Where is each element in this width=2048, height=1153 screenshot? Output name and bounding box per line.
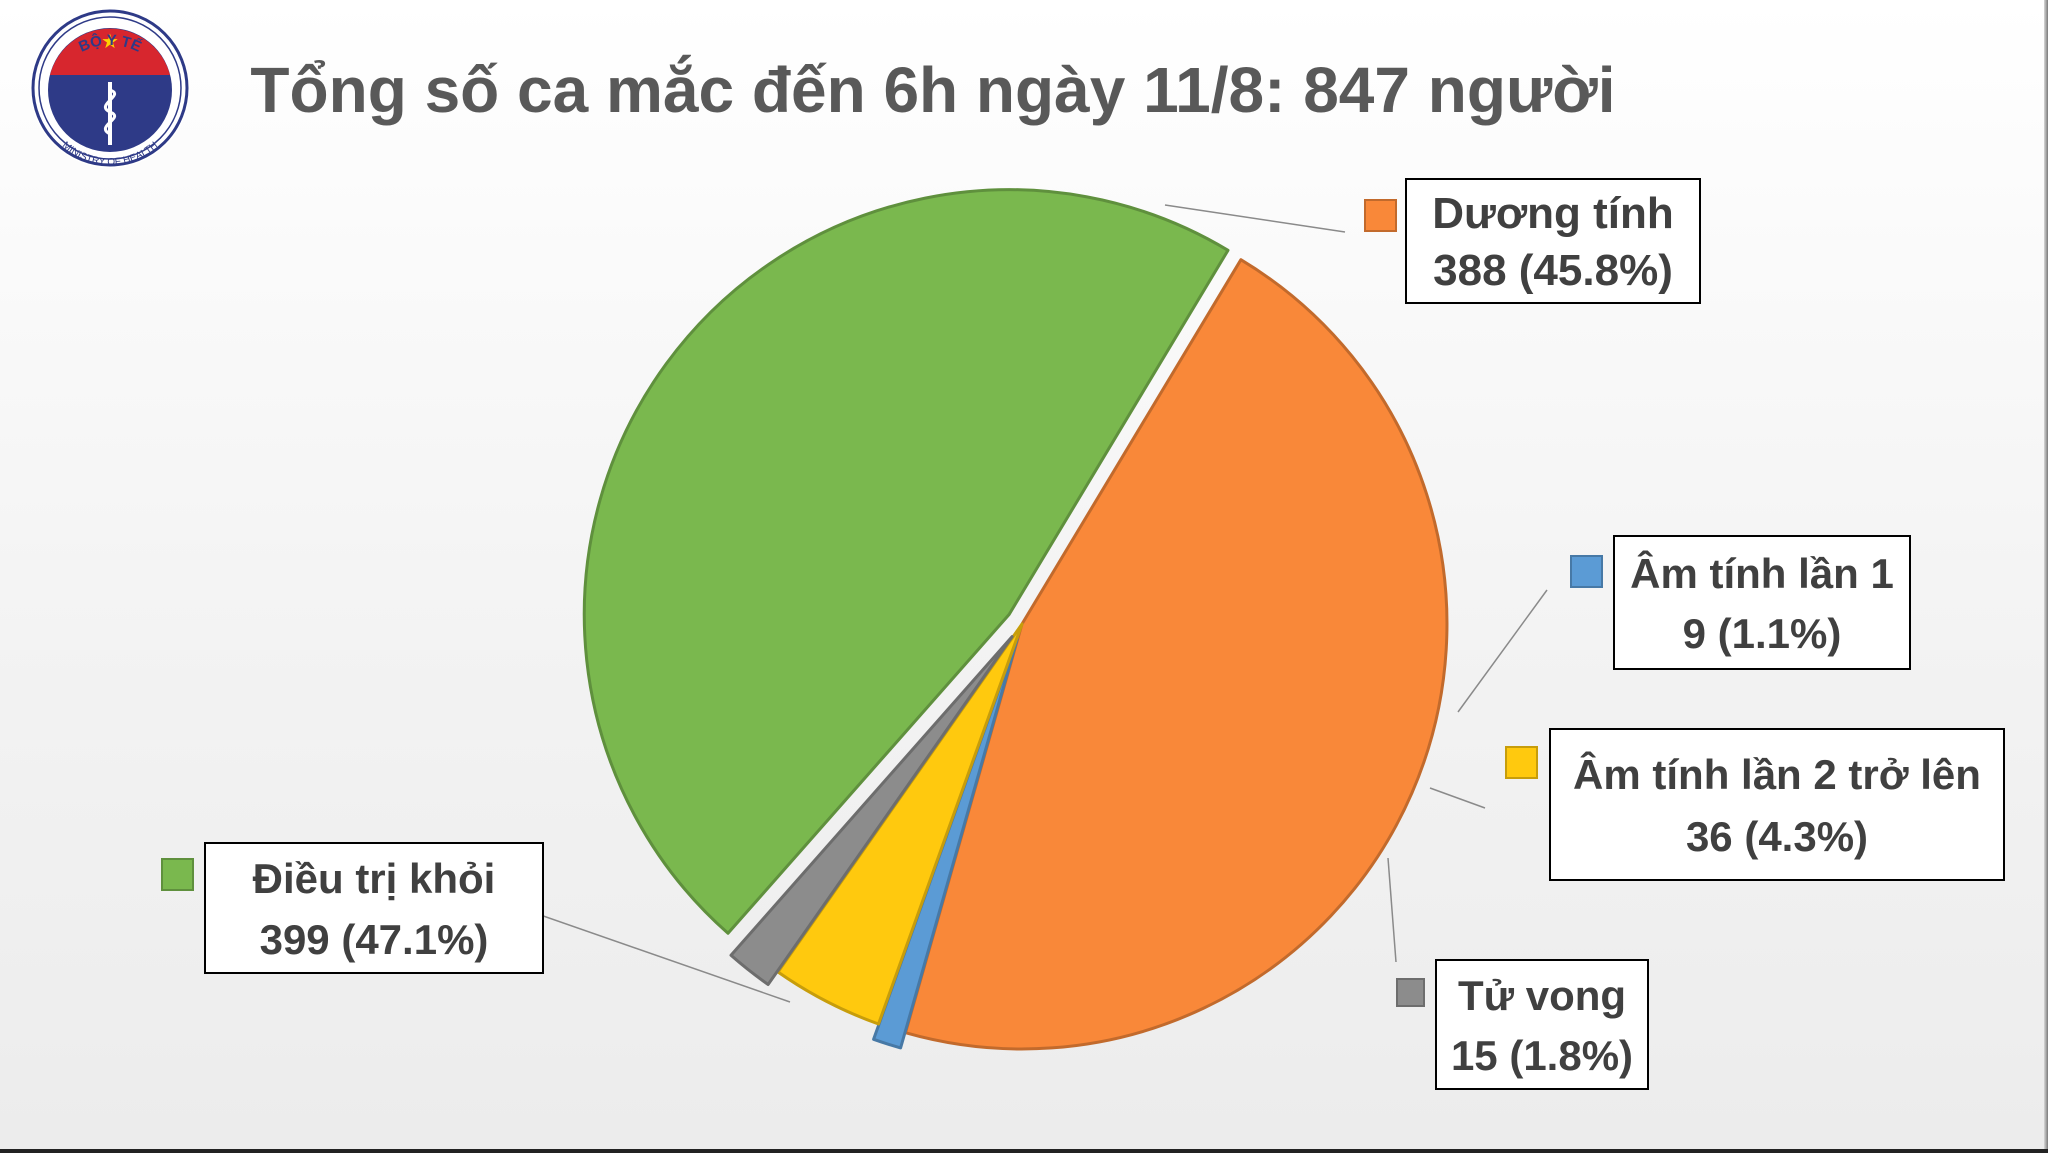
label-am-tinh-lan-1: Âm tính lần 1 9 (1.1%) [1570, 535, 1911, 670]
label-value-duong-tinh: 388 (45.8%) [1433, 246, 1673, 295]
legend-swatch-duong-tinh [1364, 199, 1397, 232]
legend-swatch-am-tinh-lan-1 [1570, 555, 1603, 588]
logo-serpent-icon [103, 88, 117, 136]
label-dieu-tri-khoi: Điều trị khỏi 399 (47.1%) [161, 842, 544, 974]
logo-inner-ring [38, 16, 182, 160]
legend-swatch-tu-vong [1396, 978, 1425, 1007]
legend-swatch-dieu-tri-khoi [161, 858, 194, 891]
label-am-tinh-lan-2: Âm tính lần 2 trở lên 36 (4.3%) [1505, 728, 2005, 881]
pie-slice-tu-vong [729, 635, 1014, 986]
label-name-dieu-tri-khoi: Điều trị khỏi [253, 855, 496, 902]
frame-bottom-edge [0, 1149, 2048, 1153]
logo-star-icon: ★ [101, 31, 119, 53]
label-box-dieu-tri-khoi [204, 842, 544, 974]
label-value-dieu-tri-khoi: 399 (47.1%) [260, 916, 489, 963]
frame-right-edge [2044, 0, 2048, 1153]
label-tu-vong: Tử vong 15 (1.8%) [1396, 959, 1649, 1090]
pie-slice-dieu-tri-khoi [582, 188, 1230, 935]
label-box-duong-tinh [1405, 178, 1701, 304]
ministry-of-health-logo: ★ BỘ Y TẾ MINISTRY OF HEALTH [30, 8, 190, 168]
label-value-am-tinh-lan-1: 9 (1.1%) [1683, 610, 1842, 657]
leader-line-tu-vong [1387, 857, 1397, 963]
label-duong-tinh: Dương tính 388 (45.8%) [1364, 178, 1701, 304]
logo-outer-ring [31, 9, 189, 167]
leader-line-duong-tinh [1164, 204, 1346, 233]
logo-red-cap [50, 28, 170, 75]
pie-slices [582, 188, 1449, 1051]
label-name-duong-tinh: Dương tính [1432, 189, 1674, 238]
label-value-tu-vong: 15 (1.8%) [1451, 1032, 1633, 1079]
pie-slice-duong-tinh [904, 258, 1449, 1051]
label-box-tu-vong [1435, 959, 1649, 1090]
label-box-am-tinh-lan-1 [1613, 535, 1911, 670]
label-name-am-tinh-lan-2: Âm tính lần 2 trở lên [1573, 750, 1981, 798]
legend-swatch-am-tinh-lan-2 [1505, 746, 1538, 779]
label-name-tu-vong: Tử vong [1458, 972, 1626, 1019]
leader-line-am-tinh-lan-1 [1457, 589, 1548, 713]
label-box-am-tinh-lan-2 [1549, 728, 2005, 881]
label-name-am-tinh-lan-1: Âm tính lần 1 [1630, 549, 1894, 597]
leader-line-am-tinh-lan-2 [1429, 787, 1486, 809]
label-value-am-tinh-lan-2: 36 (4.3%) [1686, 813, 1868, 860]
chart-title: Tổng số ca mắc đến 6h ngày 11/8: 847 ngư… [250, 54, 1615, 126]
